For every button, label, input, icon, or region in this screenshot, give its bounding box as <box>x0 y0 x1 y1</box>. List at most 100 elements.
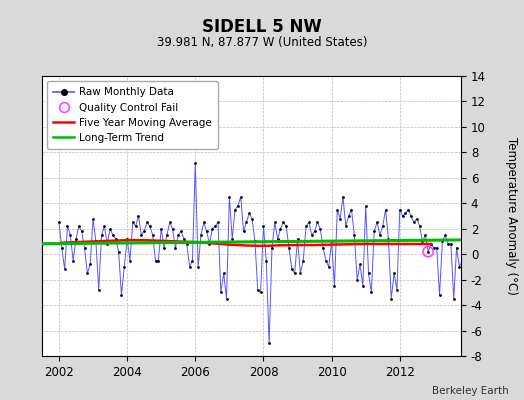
Point <box>100 223 108 229</box>
Point <box>347 206 356 213</box>
Point <box>313 219 322 226</box>
Point <box>506 198 515 204</box>
Point <box>450 296 458 302</box>
Point <box>430 245 438 251</box>
Point <box>458 257 466 264</box>
Point <box>114 248 123 255</box>
Point <box>319 245 328 251</box>
Point <box>55 219 63 226</box>
Point <box>515 219 523 226</box>
Point <box>364 270 373 276</box>
Point <box>410 219 418 226</box>
Point <box>282 223 290 229</box>
Point <box>86 261 94 268</box>
Point <box>245 210 254 217</box>
Point <box>446 241 455 247</box>
Text: SIDELL 5 NW: SIDELL 5 NW <box>202 18 322 36</box>
Point <box>211 223 220 229</box>
Point <box>424 248 432 255</box>
Point <box>265 340 274 346</box>
Point <box>225 194 234 200</box>
Point <box>461 270 470 276</box>
Point <box>166 219 174 226</box>
Point <box>356 261 364 268</box>
Point <box>74 223 83 229</box>
Point <box>288 266 296 273</box>
Point <box>148 232 157 238</box>
Point <box>373 219 381 226</box>
Point <box>444 241 452 247</box>
Point <box>421 232 430 238</box>
Point <box>154 257 162 264</box>
Point <box>256 289 265 296</box>
Point <box>234 203 242 209</box>
Point <box>200 219 208 226</box>
Point <box>254 287 262 293</box>
Point <box>205 241 214 247</box>
Point <box>396 206 404 213</box>
Point <box>66 232 74 238</box>
Point <box>143 219 151 226</box>
Point <box>262 257 270 264</box>
Point <box>376 232 384 238</box>
Point <box>316 226 324 232</box>
Point <box>302 223 310 229</box>
Point <box>498 200 506 206</box>
Point <box>214 219 222 226</box>
Point <box>427 241 435 247</box>
Point <box>381 206 390 213</box>
Point <box>322 257 330 264</box>
Point <box>358 283 367 289</box>
Point <box>251 238 259 245</box>
Point <box>120 264 128 270</box>
Point <box>220 270 228 276</box>
Point <box>393 287 401 293</box>
Point <box>191 159 200 166</box>
Point <box>109 232 117 238</box>
Point <box>489 232 498 238</box>
Point <box>137 232 146 238</box>
Point <box>112 236 120 242</box>
Point <box>310 228 319 234</box>
Point <box>512 241 520 247</box>
Point <box>500 264 509 270</box>
Point <box>518 232 524 238</box>
Point <box>58 245 66 251</box>
Point <box>97 232 106 238</box>
Point <box>378 223 387 229</box>
Point <box>293 236 302 242</box>
Point <box>231 206 239 213</box>
Point <box>418 238 427 245</box>
Point <box>290 270 299 276</box>
Point <box>177 228 185 234</box>
Point <box>236 194 245 200</box>
Point <box>83 270 92 276</box>
Point <box>495 248 504 255</box>
Point <box>174 232 182 238</box>
Point <box>94 287 103 293</box>
Point <box>435 292 444 298</box>
Point <box>401 210 410 217</box>
Point <box>128 219 137 226</box>
Point <box>452 245 461 251</box>
Point <box>180 236 188 242</box>
Point <box>481 232 489 238</box>
Point <box>308 232 316 238</box>
Point <box>72 236 80 242</box>
Point <box>370 228 378 234</box>
Point <box>475 194 484 200</box>
Point <box>123 236 132 242</box>
Point <box>328 238 336 245</box>
Point <box>466 213 475 219</box>
Point <box>126 257 134 264</box>
Point <box>259 223 268 229</box>
Point <box>157 226 166 232</box>
Point <box>486 236 495 242</box>
Point <box>416 223 424 229</box>
Point <box>208 226 216 232</box>
Point <box>299 257 308 264</box>
Point <box>228 236 236 242</box>
Point <box>344 213 353 219</box>
Point <box>484 241 492 247</box>
Point <box>432 245 441 251</box>
